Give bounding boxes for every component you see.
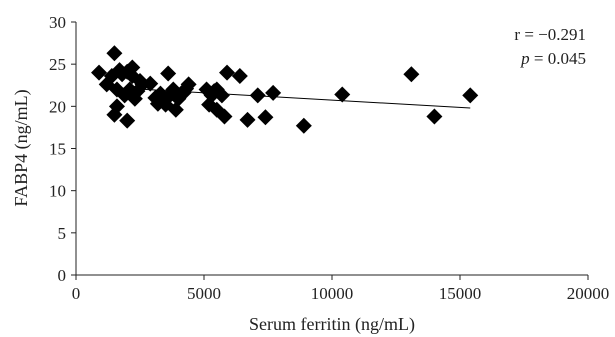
x-tick-label: 15000 <box>439 284 482 303</box>
y-tick-label: 25 <box>49 55 66 74</box>
data-point <box>231 67 248 84</box>
p-value: = 0.045 <box>530 49 586 68</box>
y-tick-label: 0 <box>58 266 67 285</box>
y-tick-label: 15 <box>49 140 66 159</box>
data-point <box>257 109 274 126</box>
data-point <box>142 75 159 92</box>
x-tick-label: 10000 <box>311 284 354 303</box>
x-tick-label: 0 <box>72 284 81 303</box>
data-point <box>124 59 141 76</box>
data-point <box>216 108 233 125</box>
x-axis-label: Serum ferritin (ng/mL) <box>249 314 415 335</box>
data-point <box>265 84 282 101</box>
data-point <box>403 66 420 83</box>
data-point <box>219 64 236 81</box>
p-symbol: p <box>520 49 530 68</box>
x-ticks: 0 5000 10000 15000 20000 <box>72 275 610 303</box>
data-point <box>119 112 136 129</box>
data-point <box>167 101 184 118</box>
data-point <box>462 87 479 104</box>
data-point <box>239 111 256 128</box>
data-point <box>91 64 108 81</box>
y-axis-label: FABP4 (ng/mL) <box>11 89 32 206</box>
data-markers <box>91 45 479 134</box>
plot-area: 0 5000 10000 15000 20000 0 5 10 15 20 25 30 <box>49 13 609 303</box>
y-tick-label: 30 <box>49 13 66 32</box>
data-point <box>160 65 177 82</box>
y-ticks: 0 5 10 15 20 25 30 <box>49 13 76 285</box>
trend-line <box>101 86 471 109</box>
y-tick-label: 5 <box>58 224 67 243</box>
x-tick-label: 20000 <box>567 284 610 303</box>
data-point <box>180 76 197 93</box>
correlation-r-annotation: r = −0.291 <box>514 25 586 44</box>
data-point <box>106 45 123 62</box>
x-tick-label: 5000 <box>187 284 221 303</box>
data-point <box>213 87 230 104</box>
data-point <box>108 98 125 115</box>
data-point <box>295 117 312 134</box>
y-tick-label: 10 <box>49 182 66 201</box>
y-tick-label: 20 <box>49 97 66 116</box>
data-point <box>334 86 351 103</box>
data-point <box>426 108 443 125</box>
p-value-annotation: p = 0.045 <box>520 49 586 68</box>
